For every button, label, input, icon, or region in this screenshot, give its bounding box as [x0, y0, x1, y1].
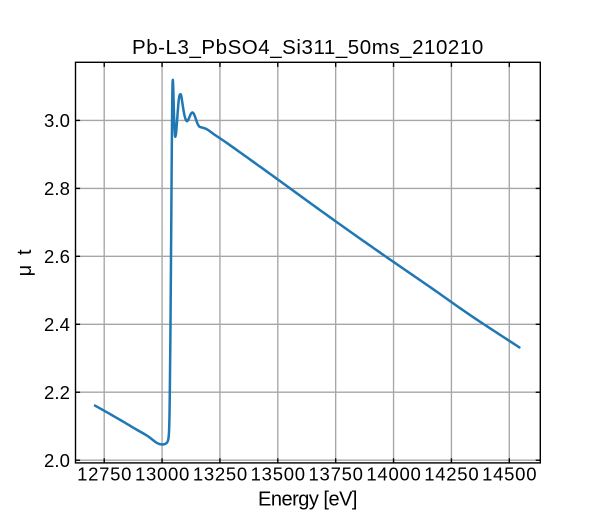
svg-text:2.8: 2.8 — [44, 178, 70, 199]
svg-text:13500: 13500 — [251, 464, 306, 485]
svg-text:Pb-L3_PbSO4_Si311_50ms_210210: Pb-L3_PbSO4_Si311_50ms_210210 — [132, 36, 484, 59]
svg-text:13250: 13250 — [193, 464, 248, 485]
svg-text:13750: 13750 — [309, 464, 364, 485]
svg-text:14500: 14500 — [482, 464, 537, 485]
svg-text:14250: 14250 — [424, 464, 479, 485]
svg-text:2.6: 2.6 — [44, 246, 70, 267]
svg-text:12750: 12750 — [77, 464, 132, 485]
svg-text:2.2: 2.2 — [44, 382, 70, 403]
svg-text:Energy [eV]: Energy [eV] — [258, 488, 357, 510]
svg-text:14000: 14000 — [366, 464, 421, 485]
svg-text:2.4: 2.4 — [44, 314, 70, 335]
svg-text:μ t: μ t — [14, 247, 36, 276]
svg-text:2.0: 2.0 — [44, 450, 70, 471]
svg-text:3.0: 3.0 — [44, 110, 70, 131]
svg-text:13000: 13000 — [135, 464, 190, 485]
